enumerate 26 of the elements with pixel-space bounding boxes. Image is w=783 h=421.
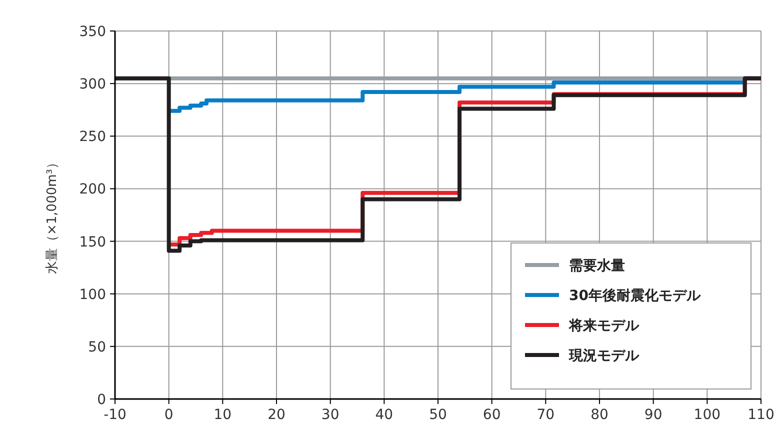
y-tick-label: 300 xyxy=(79,76,106,93)
x-tick-label: 40 xyxy=(375,407,394,421)
legend-label: 30年後耐震化モデル xyxy=(569,288,702,304)
x-tick-label: 90 xyxy=(644,407,662,421)
y-tick-label: 150 xyxy=(79,234,106,250)
x-tick-label: 60 xyxy=(482,407,501,421)
x-tick-label: 100 xyxy=(694,407,721,421)
y-tick-label: 50 xyxy=(88,339,106,356)
legend-label: 需要水量 xyxy=(569,258,625,274)
x-tick-label: 80 xyxy=(590,407,608,421)
x-tick-label: 30 xyxy=(321,407,340,421)
legend-label: 現況モデル xyxy=(568,348,640,364)
y-axis-title: 水量（×1,000m³） xyxy=(45,156,60,274)
x-tick-label: 10 xyxy=(214,407,232,421)
y-tick-label: 350 xyxy=(79,24,106,40)
x-tick-label: 50 xyxy=(429,407,447,421)
x-tick-label: 110 xyxy=(748,407,774,421)
y-tick-label: 100 xyxy=(79,286,106,303)
y-tick-label: 0 xyxy=(97,392,106,408)
x-tick-label: 70 xyxy=(536,407,555,421)
y-tick-label: 200 xyxy=(79,182,106,198)
x-tick-label: 20 xyxy=(268,407,286,421)
y-tick-label: 250 xyxy=(79,129,106,146)
x-tick-label: -10 xyxy=(104,407,126,421)
x-tick-label: 0 xyxy=(164,407,174,421)
legend-label: 将来モデル xyxy=(568,318,640,334)
